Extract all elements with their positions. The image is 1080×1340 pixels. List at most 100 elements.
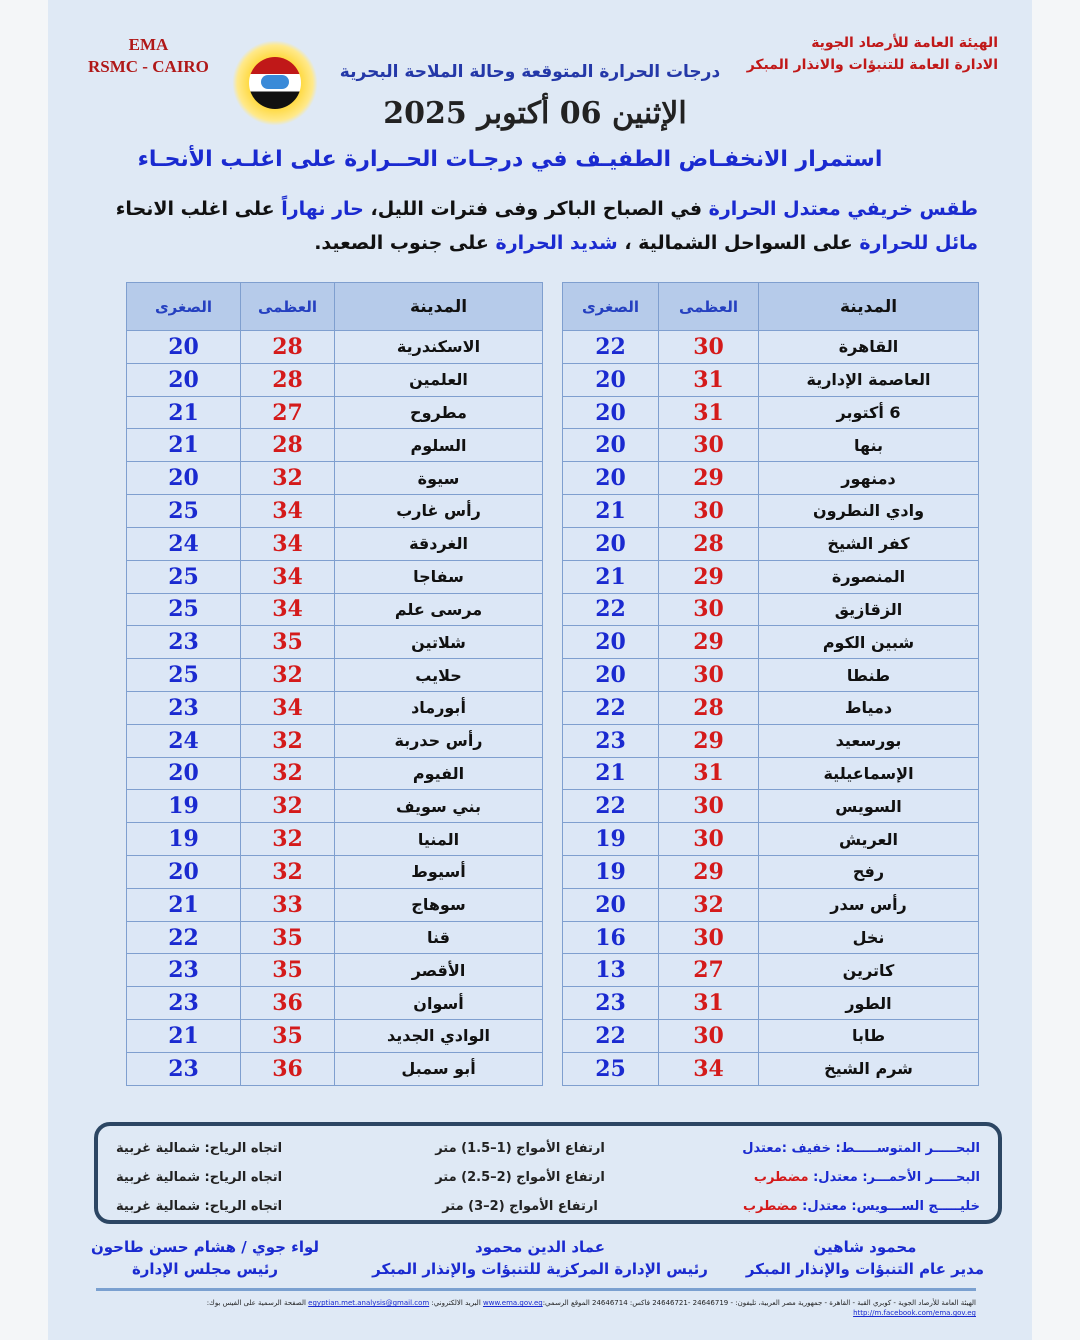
city-name: دمنهور [758, 461, 979, 496]
table-row: سيوة 32 20 [126, 461, 543, 496]
table-row: السلوم 28 21 [126, 428, 543, 463]
max-temp: 27 [658, 953, 759, 988]
city-name: الاسكندرية [334, 330, 543, 364]
temperature-table-left: المدينة العظمى الصغرى الاسكندرية 28 20 العلمين… [126, 282, 543, 1087]
min-temp: 23 [126, 986, 241, 1021]
table-row: بنها 30 20 [562, 428, 979, 463]
max-temp: 28 [240, 330, 335, 364]
table-row: قنا 35 22 [126, 920, 543, 955]
max-temp: 35 [240, 625, 335, 660]
table-row: رأس غارب 34 25 [126, 494, 543, 528]
city-name: سوهاج [334, 887, 543, 922]
table-row: القاهرة 30 22 [562, 330, 979, 364]
table-row: حلايب 32 25 [126, 658, 543, 692]
min-temp: 24 [126, 723, 241, 758]
max-temp: 27 [240, 395, 335, 430]
table-row: دمياط 28 22 [562, 690, 979, 725]
website-link[interactable]: www.ema.gov.eg [483, 1299, 543, 1307]
sea-state: معتدل: [808, 1170, 863, 1185]
facebook-link[interactable]: http://m.facebook.com/ema.gov.eg [853, 1309, 976, 1317]
desc-line-1: طقس خريفي معتدل الحرارة في الصباح الباكر… [78, 192, 978, 226]
min-temp: 21 [562, 494, 659, 528]
max-temp: 32 [240, 789, 335, 824]
wave-height: ارتفاع الأمواج (2–2.5) متر [435, 1170, 605, 1185]
city-name: مرسى علم [334, 592, 543, 627]
max-temp: 30 [658, 428, 759, 463]
max-temp: 30 [658, 592, 759, 627]
org-line-1: الهيئة العامة للأرصاد الجوية [811, 35, 998, 51]
table-row: وادي النطرون 30 21 [562, 494, 979, 528]
signatory-title: رئيس مجلس الإدارة [131, 1260, 279, 1278]
min-temp: 23 [126, 1051, 241, 1087]
city-name: العاصمة الإدارية [758, 362, 979, 397]
wave-height: ارتفاع الأمواج (1–1.5) متر [435, 1141, 605, 1156]
max-temp: 33 [240, 887, 335, 922]
desc-part: على جنوب الصعيد. [314, 232, 496, 254]
min-temp: 13 [562, 953, 659, 988]
city-name: الفيوم [334, 756, 543, 791]
max-temp: 31 [658, 986, 759, 1021]
city-name: طابا [758, 1019, 979, 1053]
max-temp: 30 [658, 789, 759, 824]
table-row: سوهاج 33 21 [126, 887, 543, 922]
wind-direction: اتجاه الرياح: شمالية غربية [116, 1199, 283, 1214]
min-temp: 20 [126, 330, 241, 364]
sea-name: البحـــــر الأحمـــر: [862, 1170, 980, 1185]
max-temp: 30 [658, 1019, 759, 1053]
table-row: الوادي الجديد 35 21 [126, 1019, 543, 1053]
cloud-icon [261, 75, 289, 89]
sea-state-rough: مضطرب [753, 1170, 809, 1185]
max-temp: 31 [658, 395, 759, 430]
min-temp: 19 [562, 822, 659, 856]
table-row: العاصمة الإدارية 31 20 [562, 362, 979, 397]
min-temp: 25 [126, 494, 241, 528]
wave-height: ارتفاع الأمواج (2–3) متر [442, 1199, 598, 1214]
min-temp: 22 [126, 920, 241, 955]
table-row: رفح 29 19 [562, 855, 979, 889]
max-temp: 32 [240, 658, 335, 692]
min-temp: 23 [562, 723, 659, 758]
min-temp: 20 [126, 756, 241, 791]
city-name: الوادي الجديد [334, 1019, 543, 1053]
max-temp: 30 [658, 494, 759, 528]
min-temp: 20 [562, 428, 659, 463]
min-temp: 20 [562, 625, 659, 660]
table-row: السويس 30 22 [562, 789, 979, 824]
table-row: أبو سمبل 36 23 [126, 1051, 543, 1087]
min-temp: 20 [562, 887, 659, 922]
min-temp: 20 [562, 362, 659, 397]
min-temp: 20 [126, 362, 241, 397]
table-row: الزقازيق 30 22 [562, 592, 979, 627]
max-temp: 31 [658, 756, 759, 791]
ema-text: EMA [128, 35, 169, 54]
min-temp: 22 [562, 330, 659, 364]
max-temp: 29 [658, 461, 759, 496]
city-name: نخل [758, 920, 979, 955]
max-temp: 35 [240, 1019, 335, 1053]
max-header: العظمى [240, 282, 335, 331]
min-temp: 23 [126, 625, 241, 660]
min-header: الصغرى [562, 282, 659, 331]
city-name: مطروح [334, 395, 543, 430]
table-row: نخل 30 16 [562, 920, 979, 955]
min-temp: 21 [126, 1019, 241, 1053]
marine-row: البحـــــر المتوســـــط: خفيف :معتدل ارتف… [116, 1134, 980, 1163]
min-temp: 25 [126, 592, 241, 627]
table-row: بني سويف 32 19 [126, 789, 543, 824]
table-row: دمنهور 29 20 [562, 461, 979, 496]
city-name: بورسعيد [758, 723, 979, 758]
desc-part: طقس خريفي معتدل الحرارة [708, 198, 978, 220]
signatory-title: رئيس الإدارة المركزية للتنبؤات والإنذار … [372, 1260, 708, 1278]
min-temp: 22 [562, 789, 659, 824]
wind-direction: اتجاه الرياح: شمالية غربية [116, 1141, 283, 1156]
wind-direction: اتجاه الرياح: شمالية غربية [116, 1170, 283, 1185]
email-link[interactable]: egyptian.met.analysis@gmail.com [308, 1299, 430, 1307]
signatory-name: لواء جوي / هشام حسن طاحون [90, 1238, 320, 1256]
min-temp: 16 [562, 920, 659, 955]
max-temp: 28 [658, 690, 759, 725]
max-temp: 34 [240, 690, 335, 725]
max-temp: 32 [658, 887, 759, 922]
max-temp: 30 [658, 330, 759, 364]
city-name: رأس غارب [334, 494, 543, 528]
table-row: رأس سدر 32 20 [562, 887, 979, 922]
